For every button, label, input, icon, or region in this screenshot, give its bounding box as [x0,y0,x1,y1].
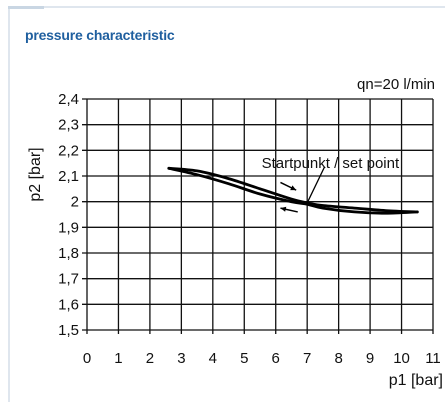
chart-panel [8,6,445,402]
x-tick-label: 10 [393,350,410,367]
x-tick-label: 4 [209,350,217,367]
chart-title: pressure characteristic [25,27,175,43]
x-tick-label: 1 [114,350,122,367]
y-tick-label: 1,8 [58,245,79,262]
annotation-group: qn=20 l/min Startpunkt / set point [262,76,435,213]
y-tick-label: 1,5 [58,322,79,339]
y-tick-label: 2 [71,194,79,211]
x-tick-label: 5 [240,350,248,367]
y-tick-label: 1,6 [58,296,79,313]
panel-accent-bar [8,6,44,9]
flow-condition-label: qn=20 l/min [357,76,435,93]
y-tick-label: 2,1 [58,168,79,185]
grid-lines [82,98,434,334]
x-tick-label: 8 [334,350,342,367]
y-tick-label: 2,2 [58,142,79,159]
y-axis-label: p2 [bar] [27,147,44,201]
x-axis-label: p1 [bar] [389,372,443,389]
x-tick-label: 9 [366,350,374,367]
x-tick-label: 11 [425,350,441,367]
increase-arrow-head [290,185,297,191]
curve-group [167,166,419,215]
y-tick-label: 2,3 [58,117,79,134]
series-line [167,166,419,215]
y-tick-label: 1,9 [58,219,79,236]
setpoint-leader-line [306,166,326,204]
x-tick-label: 0 [83,350,91,367]
setpoint-label: Startpunkt / set point [262,155,400,172]
x-tick-label: 3 [177,350,185,367]
tick-label-group: 0 1 2 3 4 5 6 7 8 9 10 11 1,5 1,6 1,7 1,8 1,9 2 2,1 2,2 2,3 2… [27,91,443,389]
x-tick-label: 6 [272,350,280,367]
x-tick-label: 2 [146,350,154,367]
series-line [167,166,419,214]
x-tick-label: 7 [303,350,311,367]
y-tick-label: 1,7 [58,271,79,288]
y-tick-label: 2,4 [58,91,79,108]
decrease-arrow-head [280,206,287,212]
